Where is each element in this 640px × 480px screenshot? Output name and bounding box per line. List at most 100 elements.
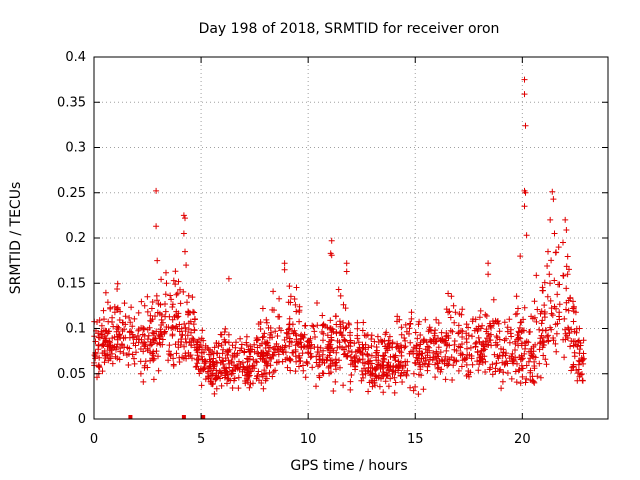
data-point <box>494 353 501 360</box>
data-point <box>254 350 261 357</box>
data-point <box>575 338 581 345</box>
data-point <box>545 337 552 344</box>
data-point <box>259 334 266 341</box>
data-point <box>383 329 390 336</box>
data-point <box>490 296 497 303</box>
data-point <box>260 352 267 359</box>
data-point <box>410 370 417 377</box>
data-point <box>510 358 517 364</box>
data-point <box>401 335 408 341</box>
data-point <box>189 355 195 362</box>
data-point <box>131 355 137 362</box>
data-point <box>150 330 157 337</box>
data-point <box>519 365 526 372</box>
data-point <box>473 339 480 346</box>
data-point <box>538 308 545 315</box>
data-point <box>367 357 374 364</box>
data-point <box>190 321 197 328</box>
data-point <box>459 306 466 313</box>
data-point <box>202 376 209 383</box>
data-point <box>114 306 121 313</box>
data-point <box>99 350 106 357</box>
data-point <box>189 335 196 342</box>
data-point <box>540 352 547 359</box>
data-point <box>307 354 314 361</box>
data-point <box>176 359 183 365</box>
axis-ticks <box>93 56 608 420</box>
data-point <box>311 328 318 335</box>
data-point <box>425 328 432 335</box>
data-point <box>577 371 584 378</box>
data-point <box>474 348 481 355</box>
data-point <box>337 321 344 328</box>
data-point <box>113 346 119 353</box>
data-point <box>287 293 294 300</box>
data-point <box>544 333 551 340</box>
data-point-peak <box>183 262 190 269</box>
data-point <box>286 321 293 328</box>
data-point <box>196 343 203 350</box>
data-point <box>142 358 149 365</box>
data-point <box>449 377 456 383</box>
data-point <box>102 338 109 345</box>
data-point <box>129 323 136 330</box>
data-point <box>547 280 553 287</box>
data-point <box>191 326 198 333</box>
data-point <box>144 364 151 371</box>
data-point <box>552 340 559 347</box>
data-point <box>354 325 361 332</box>
data-point <box>432 374 439 381</box>
data-point <box>478 347 485 354</box>
data-point <box>536 326 543 333</box>
data-point <box>359 371 366 378</box>
data-point <box>241 349 248 356</box>
data-point <box>163 269 169 276</box>
data-point <box>437 368 444 375</box>
data-point <box>447 327 454 334</box>
data-point <box>381 356 388 363</box>
data-point <box>368 343 375 349</box>
data-point <box>133 336 140 343</box>
data-point <box>337 364 343 371</box>
data-point <box>152 313 158 320</box>
data-point-peak <box>560 239 566 246</box>
data-point <box>194 360 201 367</box>
data-point <box>378 375 384 382</box>
data-point <box>182 336 189 342</box>
data-point <box>439 335 445 342</box>
data-point <box>146 324 153 331</box>
data-point <box>180 288 187 295</box>
data-point <box>368 332 375 339</box>
data-point <box>192 364 199 370</box>
data-point <box>422 316 429 323</box>
data-point <box>547 297 554 304</box>
data-point <box>406 330 412 337</box>
data-point <box>402 337 409 344</box>
data-point <box>156 339 163 346</box>
data-point <box>116 331 123 338</box>
data-point <box>92 338 99 345</box>
data-point <box>100 335 107 342</box>
data-point <box>141 339 148 346</box>
data-point <box>340 325 347 332</box>
data-point <box>286 315 293 322</box>
data-point <box>109 350 115 357</box>
data-point <box>518 342 525 349</box>
data-point <box>361 365 367 372</box>
data-point <box>482 358 489 365</box>
data-point <box>141 326 148 333</box>
data-point <box>287 357 294 364</box>
data-point <box>549 312 556 319</box>
data-point <box>274 359 280 366</box>
data-point <box>402 321 409 328</box>
data-point <box>264 339 270 346</box>
data-point <box>263 362 270 369</box>
data-point <box>566 266 572 273</box>
data-point <box>426 324 433 331</box>
data-point <box>222 339 229 346</box>
data-point <box>548 305 555 312</box>
data-point <box>176 328 183 335</box>
data-point <box>447 314 454 321</box>
data-point <box>309 364 316 371</box>
data-point <box>446 342 453 349</box>
